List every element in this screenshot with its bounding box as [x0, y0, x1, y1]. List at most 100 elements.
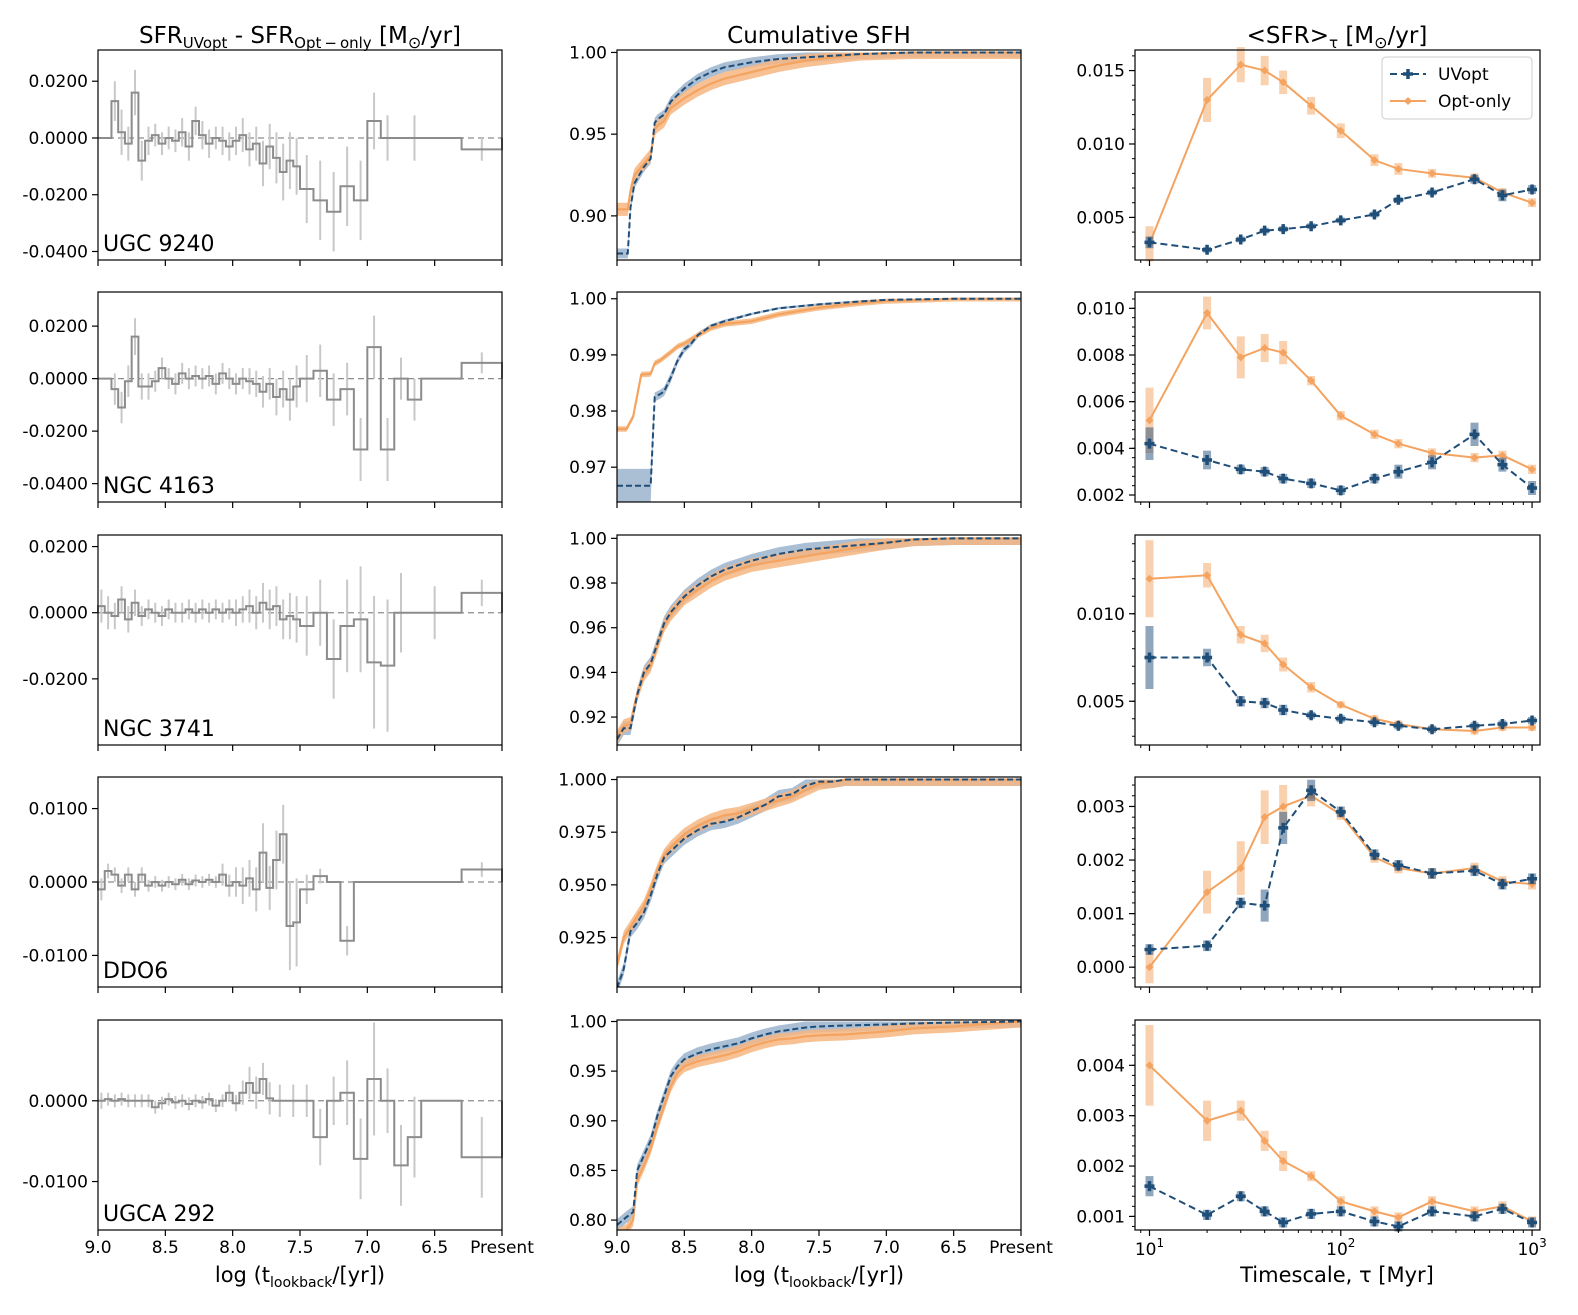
optonly-point: [1236, 353, 1245, 362]
uvopt-point: [1369, 209, 1380, 220]
sfr-difference-step-line: [98, 91, 503, 213]
y-tick-label: 0.006: [1076, 393, 1125, 413]
optonly-point: [1203, 309, 1212, 317]
y-tick-label: 0.003: [1076, 1107, 1125, 1127]
optonly-uncertainty-band: [617, 52, 1021, 216]
y-tick-label: 0.0000: [29, 129, 88, 149]
y-tick-label: 0.975: [558, 823, 607, 843]
x-tick-label: 7.5: [286, 1238, 313, 1258]
optonly-point: [1279, 802, 1288, 811]
uvopt-point: [1306, 710, 1317, 721]
x-tick-label: 9.0: [84, 1238, 111, 1258]
y-tick-label: 0.85: [569, 1161, 607, 1181]
uvopt-point: [1335, 806, 1346, 817]
y-tick-label: -0.0400: [22, 242, 88, 262]
middle-x-axis-title: log (tlookback/[yr]): [734, 1263, 904, 1291]
uvopt-point: [1144, 1181, 1155, 1192]
y-tick-label: 0.98: [569, 402, 607, 422]
uvopt-point: [1235, 696, 1246, 707]
optonly-series: [1145, 540, 1537, 735]
optonly-point: [1498, 451, 1507, 460]
uvopt-point: [1306, 785, 1317, 796]
optonly-point: [1203, 95, 1212, 104]
uvopt-cumulative-line: [617, 51, 1021, 255]
uvopt-point: [1278, 705, 1289, 715]
uvopt-point: [1202, 244, 1213, 255]
y-tick-label: 0.005: [1076, 692, 1125, 712]
panel-frame: [97, 291, 503, 503]
uvopt-point: [1259, 466, 1270, 477]
uvopt-series: [1144, 1176, 1538, 1232]
optonly-cumulative-line: [617, 537, 1021, 738]
uvopt-point: [1278, 473, 1289, 484]
uvopt-point: [1202, 455, 1213, 465]
uvopt-point: [1427, 868, 1438, 879]
right-title-unit-close: /yr]: [1388, 23, 1428, 49]
y-tick-label: 0.001: [1076, 1207, 1125, 1227]
panel-frame: [1134, 534, 1541, 746]
panel-row-2: 0.0200 0.0000 -0.0200 -0.0400 NGC 4163 1.00 0.…: [22, 290, 1541, 508]
uvopt-point: [1335, 1206, 1346, 1217]
optonly-point: [1203, 888, 1212, 897]
y-tick-label: 0.0100: [29, 800, 88, 820]
panel-frame: [1134, 291, 1541, 503]
uvopt-uncertainty-band: [617, 298, 1021, 502]
uvopt-cumulative-line: [617, 537, 1021, 740]
left-title-unit-open: [M: [372, 23, 408, 49]
x-tick-label: 8.0: [738, 1238, 765, 1258]
uvopt-series: [1144, 626, 1538, 735]
y-tick-label: 0.0200: [29, 538, 88, 558]
y-tick-label: 0.008: [1076, 346, 1125, 366]
optonly-point: [1370, 430, 1379, 439]
optonly-point: [1394, 1213, 1403, 1222]
optonly-point: [1279, 1157, 1288, 1166]
panel-frame: [97, 1019, 503, 1231]
uvopt-point: [1497, 879, 1508, 890]
optonly-cumulative-line: [617, 778, 1021, 966]
optonly-point: [1336, 1197, 1345, 1206]
galaxy-name-label: NGC 3741: [103, 717, 215, 742]
plot-area: [617, 1020, 1021, 1230]
legend-uvopt-marker: [1403, 69, 1413, 79]
x-tick-exponent: 2: [1348, 1236, 1356, 1250]
error-bars: [100, 566, 483, 732]
uvopt-point: [1259, 698, 1270, 708]
legend-box: [1381, 56, 1533, 120]
uvopt-point: [1259, 225, 1270, 236]
x-tick-label: 9.0: [603, 1238, 630, 1258]
uvopt-line: [1149, 178, 1533, 251]
plot-area: [617, 297, 1021, 502]
optonly-series: [1145, 296, 1537, 474]
left-title-sub-optonly: Opt − only: [294, 34, 372, 52]
uvopt-point: [1369, 717, 1380, 728]
x-tick-base: 10: [1517, 1240, 1539, 1260]
optonly-point: [1307, 683, 1316, 692]
left-title-sub-uvopt: UVopt: [183, 34, 228, 52]
sfr-difference-step-line: [97, 591, 503, 667]
y-tick-label: 0.0000: [29, 370, 88, 390]
optonly-point: [1145, 963, 1154, 972]
uvopt-cumulative-line: [617, 778, 1021, 987]
sfr-difference-panel: 0.0200 0.0000 -0.0200 -0.0400 NGC 4163: [22, 291, 503, 508]
x-tick-label: 8.0: [219, 1238, 246, 1258]
left-title-sfr: SFR: [139, 23, 183, 49]
uvopt-point: [1469, 865, 1480, 876]
x-axis-titles: log (tlookback/[yr]) log (tlookback/[yr]…: [215, 1263, 1434, 1291]
uvopt-uncertainty-band: [617, 1021, 1021, 1230]
x-tick-label: Present: [989, 1238, 1053, 1258]
uvopt-point: [1144, 652, 1155, 663]
left-x-title-post: /[yr]): [332, 1263, 385, 1287]
x-tick-label: Present: [470, 1238, 534, 1258]
panel-frame: [616, 1019, 1022, 1231]
y-tick-label: 0.002: [1076, 1157, 1125, 1177]
optonly-point: [1260, 1136, 1269, 1145]
y-tick-label: 0.99: [569, 346, 607, 366]
optonly-uncertainty-band: [617, 298, 1021, 432]
y-tick-label: 0.96: [569, 619, 607, 639]
y-tick-label: 0.95: [569, 1062, 607, 1082]
x-tick-label: 101: [1135, 1236, 1164, 1260]
legend-uvopt-label: UVopt: [1438, 65, 1489, 85]
uvopt-point: [1335, 713, 1346, 724]
